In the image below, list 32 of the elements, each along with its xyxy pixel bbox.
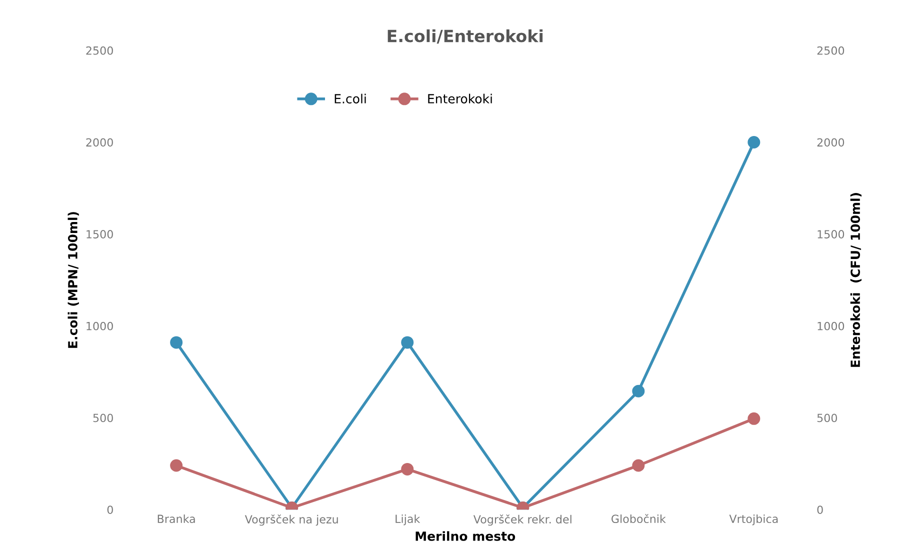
- y2-tick-label: 500: [817, 414, 838, 422]
- point: [632, 384, 645, 398]
- x-tick-label: Vogršček na jezu: [244, 514, 338, 526]
- legend-label: E.coli: [334, 94, 366, 104]
- point: [170, 336, 183, 349]
- y-axis-title: E.coli (MPN/ 100ml): [68, 212, 79, 348]
- y-tick-label: 2500: [86, 46, 113, 55]
- point: [401, 336, 414, 349]
- y-tick-label: 500: [93, 414, 113, 422]
- point: [632, 459, 645, 472]
- x-axis-title: Merilno mesto: [416, 531, 516, 541]
- point: [748, 412, 760, 425]
- point: [401, 462, 414, 476]
- y2-axis-title: Enterokoki (CFU/ 100ml): [850, 193, 862, 367]
- y2-tick-label: 0: [817, 506, 823, 514]
- x-tick-label: Branka: [158, 514, 195, 524]
- x-tick-label: Lijak: [396, 514, 420, 526]
- legend-label: Enterokoki: [428, 94, 492, 104]
- y-tick-label: 1000: [86, 322, 113, 330]
- x-tick-label: Vogršček rekr. del: [473, 514, 572, 526]
- y-tick-label: 1500: [86, 230, 113, 238]
- y2-tick-label: 1000: [818, 322, 844, 330]
- y2-tick-label: 1500: [818, 230, 844, 238]
- point: [170, 459, 183, 472]
- chart-title: E.coli/Enterokoki: [388, 29, 543, 44]
- y2-tick-label: 2000: [817, 138, 844, 147]
- x-tick-label: Vrtojbica: [729, 514, 778, 526]
- y-tick-label: 0: [107, 506, 113, 514]
- point: [748, 136, 760, 148]
- y2-tick-label: 2500: [817, 46, 844, 55]
- y-tick-label: 2000: [86, 138, 113, 147]
- x-tick-label: Globočnik: [612, 514, 666, 524]
